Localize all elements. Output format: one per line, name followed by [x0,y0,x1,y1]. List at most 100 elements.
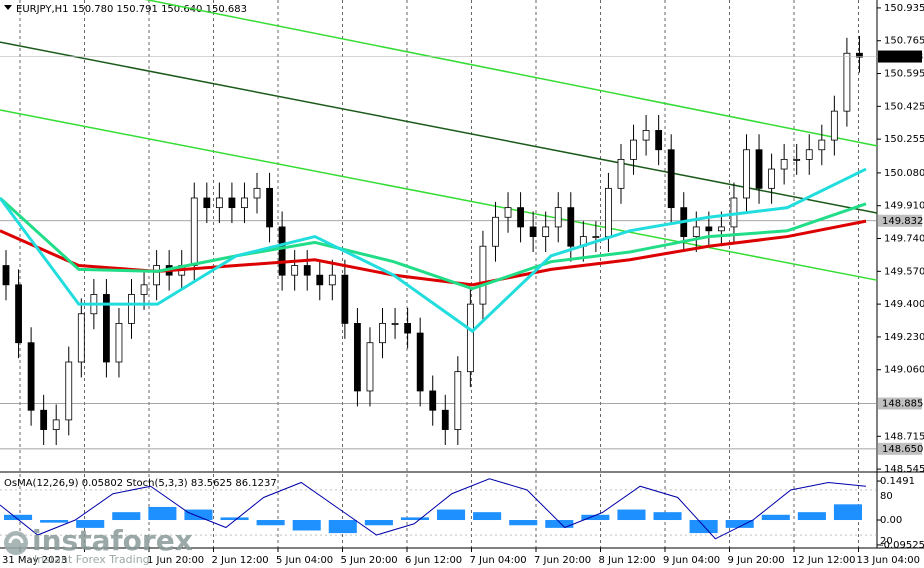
y-tick-label: 150.765 [884,36,924,47]
candle-body [768,168,775,189]
osc-y-tick-label: -0.09525 [880,540,924,551]
y-tick-label: 149.910 [884,201,924,212]
moving-average [0,167,867,334]
moving-average [0,196,867,291]
stoch-line [0,478,867,540]
candle-body [253,187,261,199]
candle-body [517,207,524,228]
y-tick-label: 150.935 [884,3,924,14]
osma-bar [833,504,862,521]
x-tick-label: 31 May 2023 [2,555,67,566]
candle-body [27,342,35,411]
candle-body [743,149,750,199]
oscillator-title: OsMA(12,26,9) 0.05802 Stoch(5,3,3) 83.56… [4,478,277,489]
candle-body [341,274,349,324]
trendline [0,41,878,214]
candle-body [567,207,575,247]
osc-y-tick-label: 0.00 [880,515,902,526]
osma-bar [112,512,141,521]
osc-y-tick-label: 0.1491 [880,476,915,487]
candle-body [140,284,148,295]
candle-body [441,409,449,430]
candle-body [153,265,161,286]
symbol-icon [4,5,12,10]
watermark-brand: instaforex [32,524,193,557]
candle-body [843,52,851,112]
level-box [878,442,922,455]
level-label: 148.885 [882,398,923,409]
level-label: 148.650 [882,444,923,455]
osma-bar [653,512,682,521]
candle-body [316,274,324,286]
y-tick-label: 149.570 [884,266,924,277]
candle-body [479,245,487,305]
last-price-box [878,50,922,63]
candle-body [717,226,725,232]
candle-body [529,226,537,237]
x-tick-label: 9 Jun 20:00 [728,555,785,566]
candle-body [128,294,135,324]
candle-body [379,323,386,344]
osma-bar [148,506,177,521]
y-tick-label: 150.595 [884,69,924,80]
candle-body [416,332,424,392]
candle-body [77,313,85,363]
candle-body [592,236,600,238]
y-tick-label: 150.080 [884,168,924,179]
osma-bar [400,517,429,521]
candle-body [856,52,863,58]
candle-body [190,197,198,266]
level-box [878,397,922,410]
y-tick-label: 149.230 [884,332,924,343]
candle-body [391,323,399,325]
x-tick-label: 13 Jun 04:00 [857,555,921,566]
candle-body [2,265,10,286]
candle-body [492,216,499,247]
y-tick-label: 149.400 [884,299,924,310]
candle-body [830,110,838,141]
osma-bar [437,509,466,521]
candle-body [40,409,48,430]
y-tick-label: 150.425 [884,101,924,112]
candle-body [203,197,211,209]
candle-body [266,187,273,228]
last-price-label: 150.683 [882,52,923,63]
ohlc-text: 150.780 150.791 150.640 150.683 [72,4,247,15]
watermark-tagline: Instant Forex Trading [34,553,150,566]
watermark: instaforex Instant Forex Trading [4,524,193,566]
candle-body [805,149,813,160]
osc-y2-tick-label: 20 [880,536,893,547]
osma-bar [761,514,790,521]
x-tick-label: 12 Jun 12:00 [792,555,856,566]
logo [4,531,28,555]
candle-body [328,274,336,286]
candle-body [818,139,826,151]
candle-body [542,226,550,237]
osma-bar [184,509,213,521]
candle-body [642,130,650,141]
x-tick-label: 5 Jun 20:00 [341,555,398,566]
candle-body [404,323,412,334]
candle-body [705,226,713,232]
osma-bar [617,509,646,521]
x-tick-label: 5 Jun 04:00 [276,555,333,566]
osma-bar [4,514,33,521]
candle-body [215,197,223,209]
x-tick-label: 9 Jun 04:00 [663,555,720,566]
osma-bar [797,512,826,521]
level-box [878,214,922,227]
candle-body [65,361,73,421]
osma-bar [76,520,105,528]
osma-bar [581,514,610,521]
candle-body [655,130,663,151]
osc-y2-tick-label: 80 [880,491,893,502]
trendline [144,0,878,147]
candle-body [429,390,437,411]
x-tick-label: 6 Jun 12:00 [405,555,462,566]
candle-body [504,207,512,218]
candle-body [454,371,462,430]
osma-bar [509,520,538,526]
candle-body [780,158,788,170]
x-tick-label: 2 Jun 12:00 [212,555,269,566]
y-tick-label: 149.740 [884,234,924,245]
